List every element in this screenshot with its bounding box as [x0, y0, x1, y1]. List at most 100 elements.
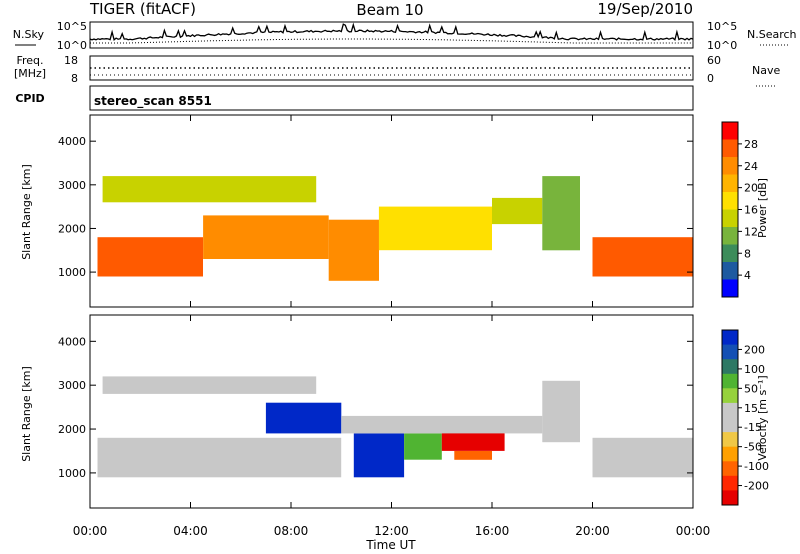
x-tick-label: 20:00 — [575, 524, 610, 538]
colorbar-tick-label: 15 — [744, 402, 758, 415]
noise-panel-frame — [89, 21, 694, 49]
colorbar-tick-label: 100 — [744, 363, 765, 376]
velocity-panel-frame — [89, 314, 694, 509]
colorbar-swatch — [722, 330, 738, 346]
x-tick-label: 12:00 — [374, 524, 409, 538]
nave-tick-bottom: 0 — [707, 72, 714, 85]
colorbar-swatch — [722, 490, 738, 506]
colorbar-swatch — [722, 157, 738, 175]
velocity-data-marks — [97, 376, 693, 478]
heatmap-cell — [265, 402, 342, 434]
velocity-panel: 1000 2000 3000 4000 Slant Range [km] — [20, 314, 694, 509]
colorbar-tick-label: -50 — [744, 441, 762, 454]
y-tick-label: 4000 — [58, 135, 86, 148]
cpid-text: stereo_scan 8551 — [94, 94, 212, 109]
colorbar-swatch — [722, 402, 738, 418]
power-y-label: Slant Range [km] — [20, 164, 33, 260]
velocity-colorbar-ticks: 200 100 50 15 -15 -50 -100 -200 — [738, 343, 769, 493]
heatmap-cell — [592, 437, 693, 478]
colorbar-swatch — [722, 461, 738, 477]
colorbar-swatch — [722, 446, 738, 462]
power-colorbar-label: Power [dB] — [756, 178, 769, 238]
colorbar-swatch — [722, 122, 738, 140]
y-tick-label: 1000 — [58, 467, 86, 480]
velocity-colorbar-swatches — [722, 330, 738, 506]
noise-right-tick-bottom: 10^0 — [707, 39, 737, 52]
heatmap-cell — [353, 433, 405, 478]
colorbar-tick-label: 4 — [744, 269, 751, 282]
colorbar-swatch — [722, 373, 738, 389]
y-tick-label: 4000 — [58, 335, 86, 348]
heatmap-cell — [102, 376, 317, 394]
colorbar-swatch — [722, 192, 738, 210]
cpid-panel-frame — [89, 85, 694, 111]
y-tick-label: 1000 — [58, 266, 86, 279]
noise-left-tick-top: 10^5 — [57, 20, 87, 33]
x-tick-label: 00:00 — [676, 524, 711, 538]
freq-label-line1: Freq. — [16, 54, 43, 67]
noise-right-tick-top: 10^5 — [707, 20, 737, 33]
noise-panel: N.Sky 10^5 10^0 10^5 10^0 N.Search — [13, 20, 797, 52]
y-tick-label: 2000 — [58, 222, 86, 235]
noise-search-line — [90, 38, 693, 44]
cpid-panel: CPID stereo_scan 8551 — [15, 85, 694, 111]
date-title: 19/Sep/2010 — [597, 0, 693, 18]
heatmap-cell — [492, 197, 543, 225]
colorbar-tick-label: 200 — [744, 343, 765, 356]
heatmap-cell — [542, 380, 580, 443]
beam-title: Beam 10 — [356, 1, 423, 19]
heatmap-cell — [592, 237, 693, 277]
noise-right-label: N.Search — [747, 28, 797, 41]
x-axis-label: Time UT — [365, 538, 416, 552]
heatmap-cell — [341, 415, 543, 434]
velocity-y-axis: 1000 2000 3000 4000 — [58, 335, 693, 480]
colorbar-swatch — [722, 174, 738, 193]
freq-tick-top: 18 — [64, 54, 78, 67]
power-data-marks — [97, 176, 693, 281]
y-tick-label: 3000 — [58, 179, 86, 192]
noise-left-label: N.Sky — [13, 28, 45, 41]
heatmap-cell — [328, 219, 379, 281]
colorbar-swatch — [722, 475, 738, 491]
cpid-label: CPID — [15, 92, 44, 105]
heatmap-cell — [454, 451, 492, 460]
noise-left-tick-bottom: 10^0 — [57, 39, 87, 52]
power-colorbar: 28 24 20 16 12 8 4 Power [dB] — [721, 121, 769, 298]
heatmap-cell — [404, 433, 442, 460]
nave-label: Nave — [752, 64, 780, 77]
nave-tick-top: 60 — [707, 54, 721, 67]
heatmap-cell — [102, 176, 317, 203]
x-axis: 00:00 04:00 08:00 12:00 16:00 20:00 00:00 — [73, 115, 711, 538]
colorbar-tick-label: -100 — [744, 460, 769, 473]
colorbar-swatch — [722, 279, 738, 298]
velocity-colorbar-frame — [721, 329, 739, 506]
colorbar-swatch — [722, 262, 738, 280]
power-colorbar-swatches — [722, 122, 738, 298]
colorbar-tick-label: 20 — [744, 182, 758, 195]
freq-panel: Freq. [MHz] 18 8 60 0 Nave — [14, 54, 780, 87]
heatmap-cell — [441, 429, 505, 451]
noise-sky-line — [89, 22, 694, 42]
colorbar-tick-label: 28 — [744, 138, 758, 151]
power-y-axis: 1000 2000 3000 4000 — [58, 135, 693, 279]
colorbar-swatch — [722, 227, 738, 245]
y-tick-label: 2000 — [58, 423, 86, 436]
heatmap-cell — [542, 176, 580, 251]
colorbar-swatch — [722, 139, 738, 158]
colorbar-tick-label: 8 — [744, 247, 751, 260]
velocity-colorbar: 200 100 50 15 -15 -50 -100 -200 Velocity [m s⁻¹… — [721, 329, 769, 506]
y-tick-label: 3000 — [58, 379, 86, 392]
colorbar-tick-label: -15 — [744, 421, 762, 434]
colorbar-tick-label: 24 — [744, 160, 758, 173]
colorbar-swatch — [722, 359, 738, 375]
velocity-y-label: Slant Range [km] — [20, 366, 33, 462]
heatmap-cell — [97, 437, 342, 478]
colorbar-tick-label: -200 — [744, 480, 769, 493]
colorbar-tick-label: 50 — [744, 382, 758, 395]
x-tick-label: 16:00 — [475, 524, 510, 538]
colorbar-swatch — [722, 344, 738, 360]
x-tick-label: 04:00 — [173, 524, 208, 538]
heatmap-cell — [97, 237, 203, 277]
colorbar-tick-label: 16 — [744, 204, 758, 217]
